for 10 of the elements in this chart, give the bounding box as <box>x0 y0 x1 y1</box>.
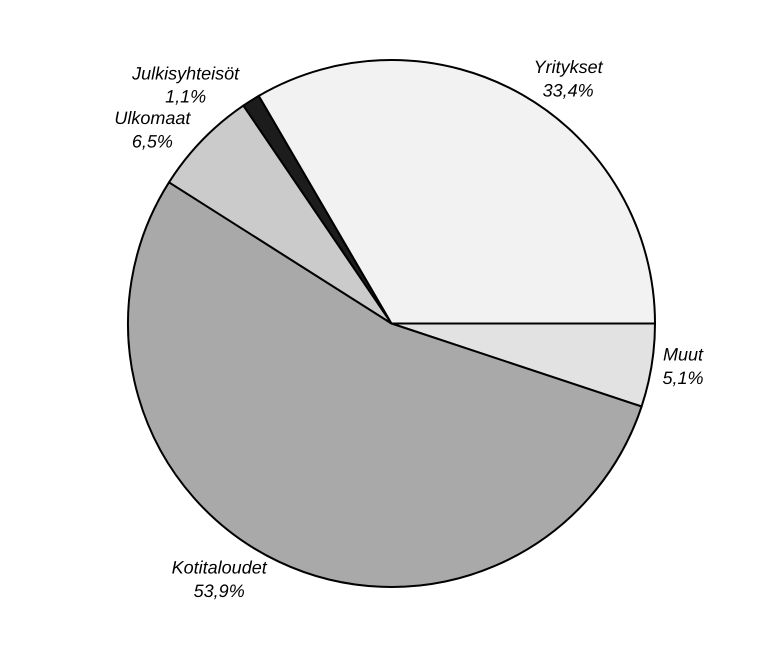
data-label: 33,4% <box>542 80 594 100</box>
slice-label: Ulkomaat <box>114 108 192 128</box>
data-label: 5,1% <box>662 368 704 388</box>
data-label: 1,1% <box>165 86 206 107</box>
slice-label: Kotitaloudet <box>172 558 268 578</box>
slice-label: Julkisyhteisöt <box>131 63 240 84</box>
slice-label: Yritykset <box>534 57 604 78</box>
data-label: 6,5% <box>132 131 173 152</box>
data-label: 53,9% <box>194 580 245 601</box>
slice-label: Muut <box>662 344 704 364</box>
